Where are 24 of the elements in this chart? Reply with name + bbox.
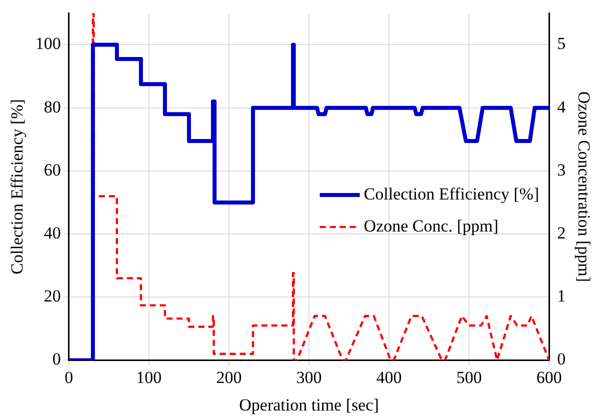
- x-tick-label: 400: [376, 368, 402, 387]
- y-tick-label: 20: [44, 286, 61, 306]
- y2-tick-label: 0: [557, 350, 566, 369]
- y2-tick-label: 2: [557, 223, 566, 242]
- x-axis-title: Operation time [sec]: [239, 395, 379, 414]
- x-tick-label: 200: [216, 368, 242, 387]
- y2-tick-label: 4: [557, 97, 566, 116]
- y-axis-title: Collection Efficiency [%]: [8, 99, 27, 274]
- x-tick-label: 100: [136, 368, 162, 387]
- legend-label: Ozone Conc. [ppm]: [364, 216, 498, 236]
- y-tick-label: 60: [44, 160, 61, 180]
- x-tick-label: 600: [536, 368, 562, 387]
- y2-tick-label: 1: [557, 286, 566, 306]
- x-tick-label: 300: [296, 368, 322, 387]
- y2-axis-title: Ozone Concentration [ppm]: [574, 91, 594, 282]
- x-tick-label: 0: [64, 368, 74, 387]
- legend-label: Collection Efficiency [%]: [364, 184, 540, 204]
- y2-tick-label: 3: [557, 160, 566, 180]
- y-tick-label: 40: [44, 223, 61, 242]
- y2-tick-label: 5: [557, 34, 566, 54]
- y-tick-label: 100: [35, 34, 61, 54]
- y-tick-label: 0: [52, 350, 61, 369]
- y-tick-label: 80: [44, 97, 61, 116]
- x-tick-label: 500: [456, 368, 482, 387]
